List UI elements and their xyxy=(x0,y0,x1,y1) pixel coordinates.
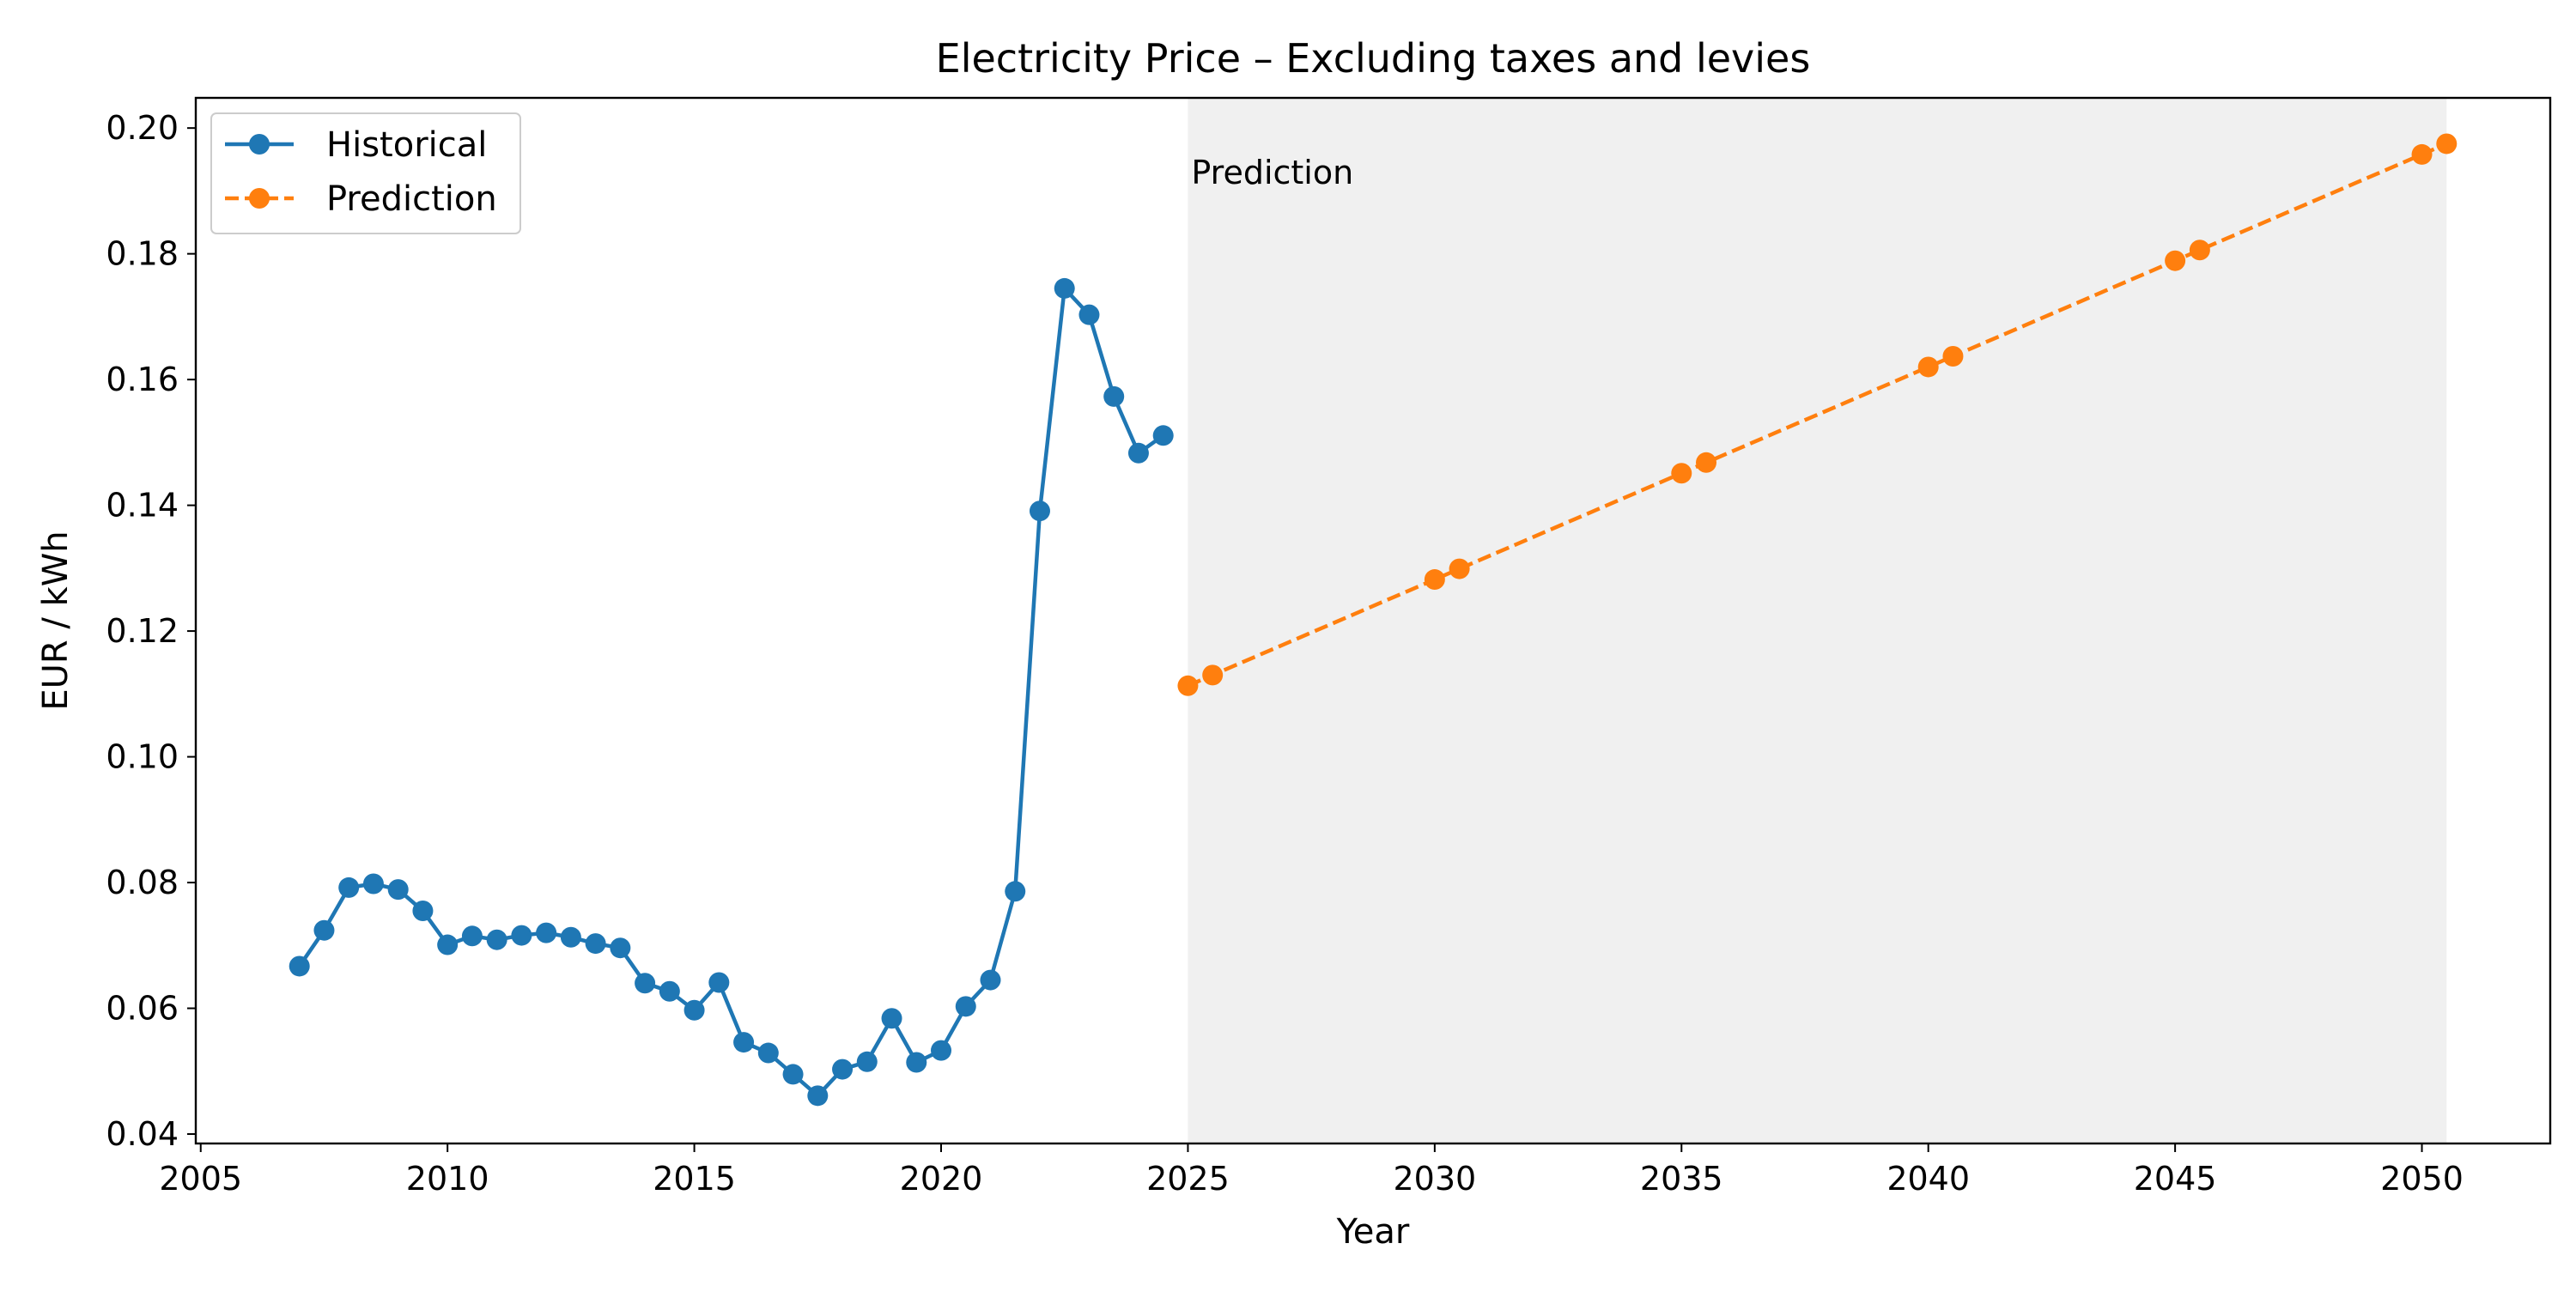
x-axis-label: Year xyxy=(1336,1212,1410,1252)
plot-area-frame xyxy=(194,96,2552,1145)
x-tick-label: 2020 xyxy=(900,1160,983,1198)
x-tick-label: 2040 xyxy=(1886,1160,1970,1198)
data-point-historical xyxy=(881,1008,902,1029)
data-point-historical xyxy=(733,1032,755,1053)
y-axis-label: EUR / kWh xyxy=(36,531,76,710)
data-point-historical xyxy=(610,937,631,959)
series-line-prediction xyxy=(1187,142,2448,688)
data-point-historical xyxy=(955,996,976,1017)
x-tick-label: 2015 xyxy=(653,1160,736,1198)
y-tick-label: 0.04 xyxy=(106,1115,179,1153)
data-point-historical xyxy=(635,973,656,994)
data-point-prediction xyxy=(2165,250,2186,271)
y-tick-label: 0.16 xyxy=(106,361,179,398)
data-point-prediction xyxy=(1917,356,1939,378)
data-point-historical xyxy=(289,955,310,977)
prediction-annotation: Prediction xyxy=(1191,154,1353,191)
data-point-historical xyxy=(708,972,730,993)
data-point-historical xyxy=(782,1064,804,1085)
y-tick-label: 0.10 xyxy=(106,738,179,776)
data-point-historical xyxy=(1078,304,1100,325)
series-line-historical xyxy=(297,286,1164,1098)
data-point-historical xyxy=(486,929,507,950)
data-point-historical xyxy=(362,873,384,895)
data-point-historical xyxy=(659,980,680,1002)
chart-title: Electricity Price – Excluding taxes and … xyxy=(936,35,1811,82)
y-tick-label: 0.12 xyxy=(106,612,179,650)
data-point-prediction xyxy=(1449,558,1470,579)
data-point-prediction xyxy=(1202,664,1224,686)
data-point-prediction xyxy=(1177,675,1199,696)
y-tick-label: 0.18 xyxy=(106,235,179,273)
y-tick-label: 0.14 xyxy=(106,487,179,525)
data-point-historical xyxy=(461,925,483,947)
data-point-historical xyxy=(807,1085,829,1107)
data-point-prediction xyxy=(2189,240,2210,261)
x-tick-label: 2045 xyxy=(2134,1160,2217,1198)
data-point-historical xyxy=(906,1052,927,1073)
data-point-historical xyxy=(1152,425,1174,446)
data-point-historical xyxy=(511,925,532,946)
data-point-historical xyxy=(1029,500,1050,522)
x-tick-label: 2030 xyxy=(1393,1160,1476,1198)
data-point-prediction xyxy=(1671,463,1692,484)
data-point-prediction xyxy=(1942,346,1964,367)
prediction-shaded-region xyxy=(1188,98,2447,1143)
x-tick-label: 2025 xyxy=(1146,1160,1230,1198)
data-point-historical xyxy=(313,919,335,941)
data-point-historical xyxy=(387,879,409,901)
data-point-historical xyxy=(931,1040,952,1061)
y-tick-label: 0.08 xyxy=(106,864,179,901)
data-point-historical xyxy=(1054,277,1075,299)
data-point-prediction xyxy=(1696,452,1717,473)
data-point-historical xyxy=(412,901,434,922)
data-point-historical xyxy=(856,1051,878,1072)
data-point-historical xyxy=(683,999,705,1021)
legend-marker-historical xyxy=(249,134,270,155)
data-point-historical xyxy=(585,933,606,955)
legend-label-historical: Historical xyxy=(326,125,487,165)
data-point-historical xyxy=(560,926,581,948)
x-tick-label: 2005 xyxy=(159,1160,242,1198)
x-tick-label: 2050 xyxy=(2380,1160,2464,1198)
y-tick-label: 0.06 xyxy=(106,990,179,1028)
y-tick-label: 0.20 xyxy=(106,109,179,147)
data-point-historical xyxy=(757,1042,779,1064)
x-tick-label: 2035 xyxy=(1640,1160,1723,1198)
x-tick-label: 2010 xyxy=(406,1160,489,1198)
data-point-historical xyxy=(338,876,360,898)
data-point-historical xyxy=(437,934,459,955)
data-point-historical xyxy=(980,969,1001,991)
legend: Historical Prediction xyxy=(210,112,521,234)
data-point-historical xyxy=(1103,385,1125,407)
legend-label-prediction: Prediction xyxy=(326,179,497,219)
data-point-historical xyxy=(832,1058,854,1080)
data-point-historical xyxy=(1127,442,1149,464)
data-point-historical xyxy=(1005,881,1026,902)
data-point-prediction xyxy=(2436,133,2458,155)
data-point-prediction xyxy=(2411,143,2433,165)
data-point-historical xyxy=(536,922,557,943)
legend-marker-prediction xyxy=(249,188,270,209)
data-point-prediction xyxy=(1424,569,1445,591)
